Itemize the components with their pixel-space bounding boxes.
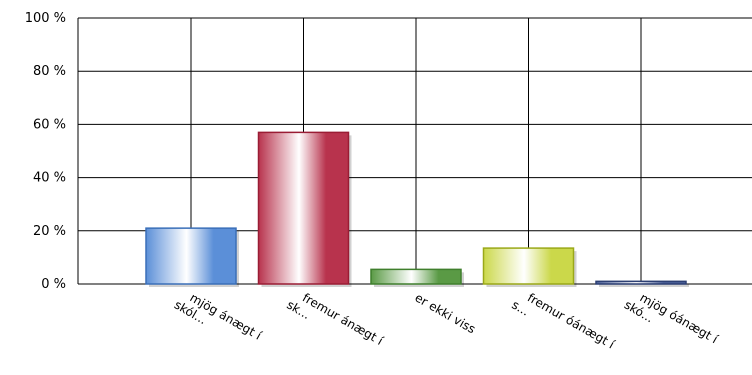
bar-shadow [599, 284, 689, 287]
x-category-label: mjög óánægt ískó... [622, 285, 721, 358]
bar [145, 227, 237, 285]
x-category-label: er ekki viss [413, 290, 478, 336]
x-category-label-line: fremur ánægt í [300, 290, 386, 348]
bar [595, 280, 687, 285]
y-tick-label: 100 % [25, 11, 66, 26]
y-tick-label: 20 % [33, 224, 66, 239]
bars [145, 131, 689, 287]
y-axis-ticks: 0 % 20 % 40 % 60 % 80 % 100 % [25, 11, 66, 292]
bar [257, 131, 350, 285]
x-category-label: fremur óánægt ís... [509, 285, 617, 364]
x-axis-labels: mjög ánægt ískól... fremur ánægt ísk... er… [172, 285, 721, 364]
y-tick-label: 0 % [41, 277, 66, 292]
x-category-label: fremur ánægt ísk... [284, 285, 386, 360]
y-tick-label: 60 % [33, 117, 66, 132]
y-tick-label: 40 % [33, 171, 66, 186]
bar [482, 247, 575, 285]
x-category-label: mjög ánægt ískól... [172, 285, 265, 355]
x-category-label-line: fremur óánægt í [525, 290, 617, 351]
bar [370, 268, 462, 285]
y-tick-label: 80 % [33, 64, 66, 79]
x-category-label-line: er ekki viss [413, 290, 478, 336]
